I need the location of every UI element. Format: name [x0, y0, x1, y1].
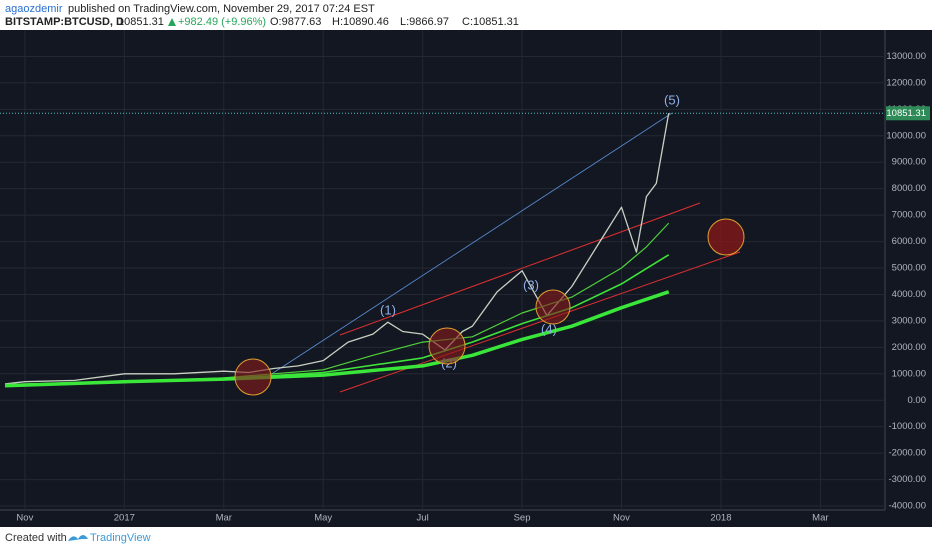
wave-label: (1): [380, 302, 396, 317]
circle: [428, 327, 466, 365]
trend-line: [269, 112, 673, 376]
y-tick-label: 6000.00: [892, 236, 926, 247]
series-line: [4, 113, 670, 385]
y-tick-label: 4000.00: [892, 289, 926, 300]
y-tick-label: -4000.00: [888, 501, 926, 512]
y-tick-label: 10000.00: [886, 130, 926, 141]
footer-created: Created with: [5, 532, 67, 544]
y-tick-label: 9000.00: [892, 157, 926, 168]
footer-brand[interactable]: TradingView: [90, 532, 151, 544]
y-tick-label: 3000.00: [892, 315, 926, 326]
high: H:10890.46: [332, 16, 389, 28]
wave-label: (5): [664, 92, 680, 107]
low: L:9866.97: [400, 16, 449, 28]
y-tick-label: 0.00: [908, 395, 927, 406]
x-tick-label: Mar: [216, 513, 232, 524]
y-tick-label: 12000.00: [886, 77, 926, 88]
x-tick-label: Nov: [16, 513, 33, 524]
y-tick-label: 8000.00: [892, 183, 926, 194]
y-tick-label: -2000.00: [888, 448, 926, 459]
y-tick-label: -1000.00: [888, 421, 926, 432]
change: +982.49 (+9.96%): [178, 16, 266, 28]
open: O:9877.63: [270, 16, 321, 28]
symbol: BITSTAMP:BTCUSD, D: [5, 16, 124, 28]
brand-logo: [68, 535, 88, 541]
axes: 13000.0012000.0011000.0010000.009000.008…: [16, 51, 930, 524]
chart-bg: [0, 30, 932, 527]
x-tick-label: 2017: [114, 513, 135, 524]
published: published on TradingView.com, November 2…: [68, 3, 375, 15]
x-tick-label: May: [314, 513, 332, 524]
circle: [535, 289, 571, 325]
wave-label: (4): [541, 321, 557, 336]
y-tick-label: 2000.00: [892, 342, 926, 353]
circle: [707, 218, 745, 256]
last-price-tag: [886, 106, 930, 121]
last-price-label: 10851.31: [886, 108, 926, 119]
x-tick-label: Nov: [613, 513, 630, 524]
circle: [234, 358, 272, 396]
y-tick-label: 7000.00: [892, 210, 926, 221]
wave-label: (3): [523, 277, 539, 292]
y-tick-label: 1000.00: [892, 368, 926, 379]
x-tick-label: Sep: [514, 513, 531, 524]
circles: [234, 218, 745, 396]
x-tick-label: Mar: [812, 513, 828, 524]
last: 10851.31: [118, 16, 164, 28]
close: C:10851.31: [462, 16, 519, 28]
header-bg: [0, 0, 932, 30]
x-tick-label: 2018: [710, 513, 731, 524]
publisher[interactable]: agaozdemir: [5, 3, 63, 15]
y-tick-label: 13000.00: [886, 51, 926, 62]
channel-upper: [339, 202, 701, 336]
x-tick-label: Jul: [417, 513, 429, 524]
up-arrow: [168, 18, 176, 26]
y-tick-label: 5000.00: [892, 263, 926, 274]
y-tick-label: -3000.00: [888, 474, 926, 485]
footer-bg: [0, 527, 932, 550]
